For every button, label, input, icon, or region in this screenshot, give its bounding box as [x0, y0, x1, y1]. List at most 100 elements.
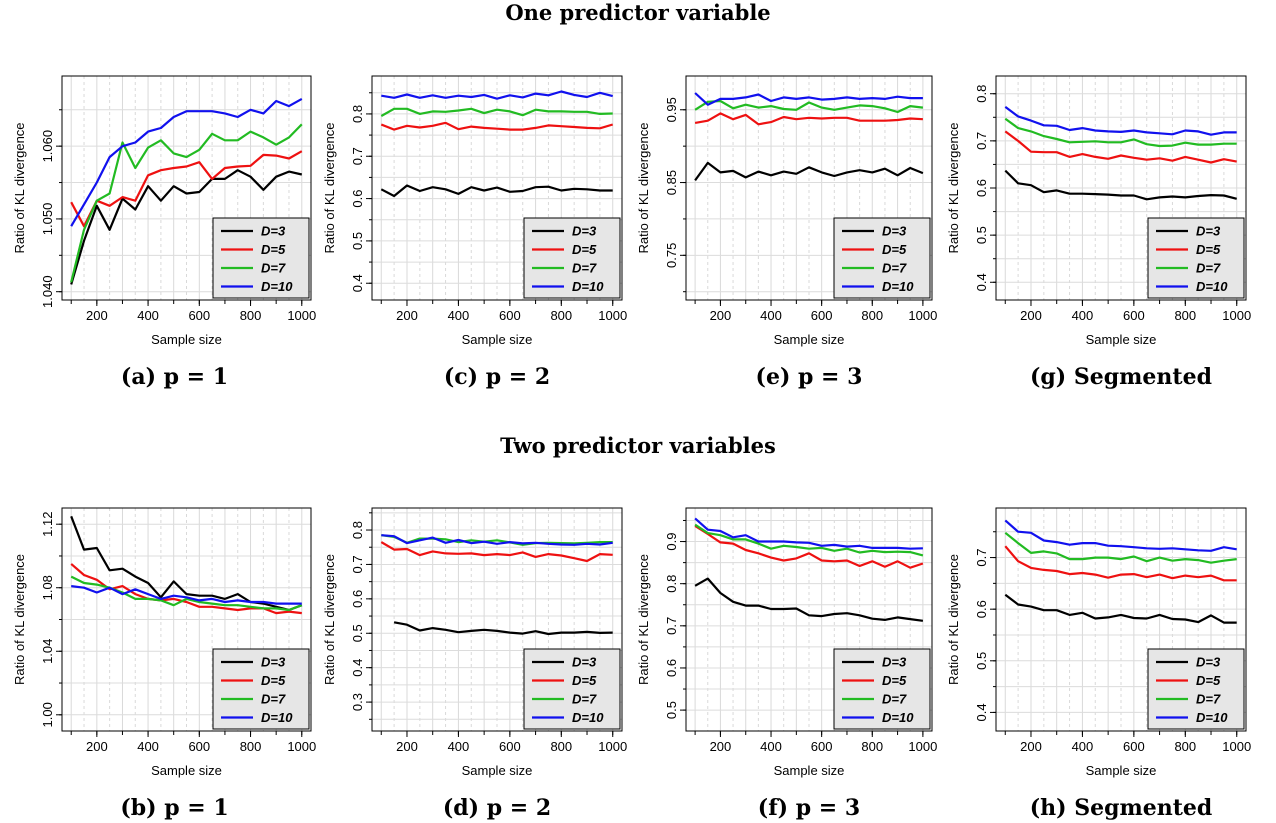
y-tick-label: 0.8	[974, 85, 989, 103]
legend-label-D7: D=7	[882, 261, 907, 276]
series-line-D5	[694, 112, 923, 126]
y-tick-label: 0.5	[350, 232, 365, 250]
x-tick-label: 200	[86, 308, 108, 323]
series-line-D7	[1004, 117, 1237, 148]
series-line-D5	[70, 150, 303, 228]
legend-label-D10: D=10	[572, 710, 604, 725]
legend-label-D10: D=10	[1196, 710, 1228, 725]
x-tick-label: 800	[1174, 739, 1196, 754]
series-line-D7	[1004, 531, 1237, 564]
x-tick-label: 400	[137, 308, 159, 323]
x-tick-label: 800	[240, 308, 262, 323]
y-tick-label: 0.4	[974, 703, 989, 721]
y-tick-label: 0.75	[664, 243, 679, 268]
series-line-D5	[1004, 545, 1237, 582]
x-tick-label: 1000	[1222, 739, 1251, 754]
legend-label-D5: D=5	[261, 242, 286, 257]
y-axis-label: Ratio of KL divergence	[946, 122, 961, 253]
x-tick-label: 400	[1072, 308, 1094, 323]
x-tick-label: 400	[760, 739, 782, 754]
plot-frame	[685, 75, 933, 301]
legend-label-D7: D=7	[1196, 261, 1221, 276]
panel-caption: (c) p = 2	[444, 364, 550, 390]
y-tick-label: 0.8	[664, 575, 679, 593]
x-tick-label: 1000	[287, 308, 316, 323]
x-tick-label: 600	[811, 308, 833, 323]
y-tick-label: 0.6	[350, 190, 365, 208]
legend-label-D7: D=7	[572, 692, 597, 707]
x-tick-label: 200	[710, 308, 732, 323]
x-tick-label: 200	[396, 739, 418, 754]
chart-panel-f: 200 400 600 800 1000 0.5 0.6 0.7 0.8 0.9 Sample si…	[636, 507, 937, 821]
chart-panel-d: 200 400 600 800 1000 0.3 0.4 0.5 0.6 0.7 0.8 Sample…	[322, 507, 627, 821]
x-tick-label: 800	[861, 308, 883, 323]
x-tick-label: 200	[396, 308, 418, 323]
plot-frame	[61, 75, 312, 301]
x-tick-label: 1000	[908, 308, 937, 323]
y-tick-label: 1.040	[40, 275, 55, 308]
chart-panel-c: 200 400 600 800 1000 0.4 0.5 0.6 0.7 0.8 Sample si…	[322, 75, 627, 390]
y-axis-label: Ratio of KL divergence	[322, 554, 337, 685]
legend-label-D3: D=3	[882, 224, 907, 239]
y-tick-label: 1.050	[40, 203, 55, 236]
plot-frame	[995, 507, 1247, 732]
legend-label-D5: D=5	[882, 673, 907, 688]
x-tick-label: 800	[1174, 308, 1196, 323]
series-line-D7	[380, 107, 613, 117]
y-tick-label: 0.6	[664, 659, 679, 677]
y-tick-label: 0.7	[974, 549, 989, 567]
chart-panel-b: 200 400 600 800 1000 1.00 1.04 1.08 1.12 Sample s…	[12, 507, 316, 821]
x-tick-label: 200	[1020, 308, 1042, 323]
y-tick-label: 0.5	[974, 652, 989, 670]
x-tick-label: 1000	[908, 739, 937, 754]
series-line-D10	[381, 534, 613, 546]
series-line-D10	[70, 97, 303, 227]
x-tick-label: 400	[137, 739, 159, 754]
series-line-D10	[381, 90, 613, 100]
x-axis-label: Sample size	[1086, 763, 1157, 778]
x-tick-label: 1000	[1222, 308, 1251, 323]
x-tick-label: 1000	[598, 308, 627, 323]
series-line-D3	[393, 621, 613, 636]
y-tick-label: 0.6	[974, 179, 989, 197]
panel-caption: (e) p = 3	[756, 364, 863, 390]
x-tick-label: 600	[499, 739, 521, 754]
y-tick-label: 0.6	[350, 590, 365, 608]
series-line-D3	[694, 161, 924, 182]
series-line-D3	[694, 577, 924, 622]
panel-caption: (g) Segmented	[1030, 364, 1212, 390]
legend-label-D5: D=5	[1196, 242, 1221, 257]
legend-label-D10: D=10	[261, 710, 293, 725]
series-line-D10	[1004, 106, 1237, 136]
series-line-D3	[70, 169, 303, 285]
y-tick-label: 1.12	[40, 512, 55, 537]
section-title-one-predictor: One predictor variable	[505, 0, 771, 25]
x-axis-label: Sample size	[1086, 332, 1157, 347]
y-tick-label: 1.08	[40, 575, 55, 600]
y-tick-label: 1.00	[40, 702, 55, 727]
section-title-two-predictors: Two predictor variables	[500, 433, 776, 458]
x-axis-label: Sample size	[462, 332, 533, 347]
legend-box	[1147, 217, 1245, 299]
series-line-D5	[380, 121, 614, 131]
y-axis-label: Ratio of KL divergence	[636, 122, 651, 253]
series-line-D5	[694, 525, 924, 569]
series-line-D10	[71, 585, 302, 605]
panel-caption: (a) p = 1	[121, 364, 228, 390]
plot-frame	[685, 507, 933, 732]
y-tick-label: 0.7	[664, 617, 679, 635]
panel-caption: (f) p = 3	[758, 795, 860, 821]
x-axis-label: Sample size	[151, 332, 222, 347]
series-line-D7	[694, 99, 924, 114]
x-tick-label: 600	[811, 739, 833, 754]
x-tick-label: 1000	[287, 739, 316, 754]
x-tick-label: 400	[1072, 739, 1094, 754]
y-axis-label: Ratio of KL divergence	[946, 554, 961, 685]
x-tick-label: 600	[1123, 308, 1145, 323]
x-tick-label: 400	[448, 739, 470, 754]
plot-frame	[371, 507, 623, 732]
series-line-D3	[380, 184, 613, 198]
y-tick-label: 0.9	[664, 533, 679, 551]
x-tick-label: 600	[499, 308, 521, 323]
legend-label-D7: D=7	[572, 261, 597, 276]
